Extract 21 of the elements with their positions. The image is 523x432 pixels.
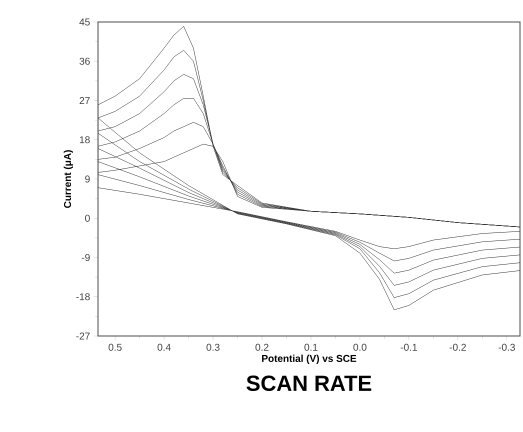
- x-tick-label: -0.3: [498, 344, 515, 351]
- y-tick-label: 27: [80, 97, 90, 104]
- y-tick-label: -18: [76, 293, 90, 300]
- x-tick-label: 0.4: [158, 344, 171, 351]
- y-tick-label: -27: [76, 332, 90, 340]
- x-tick-label: 0.3: [206, 344, 220, 351]
- text: SCAN RATE: [246, 376, 372, 392]
- x-tick-label: 0.2: [255, 344, 268, 351]
- y-tick-label: 45: [79, 18, 90, 26]
- x-axis-title: Potential (V) vs SCE: [262, 354, 356, 364]
- y-tick-label: 0: [85, 214, 90, 222]
- y-tick-label: 9: [85, 175, 90, 183]
- x-tick-label: 0.5: [108, 344, 122, 351]
- y-tick-label: 36: [80, 58, 90, 65]
- x-tick-label: 0.1: [304, 344, 318, 351]
- x-tick-label: -0.1: [400, 344, 417, 351]
- y-tick-label: -9: [82, 254, 90, 262]
- x-tick-label: -0.2: [450, 344, 466, 351]
- y-axis-title: Current (μA): [64, 150, 73, 208]
- x-tick-label: 0.0: [353, 344, 366, 351]
- y-tick-label: 18: [80, 136, 90, 144]
